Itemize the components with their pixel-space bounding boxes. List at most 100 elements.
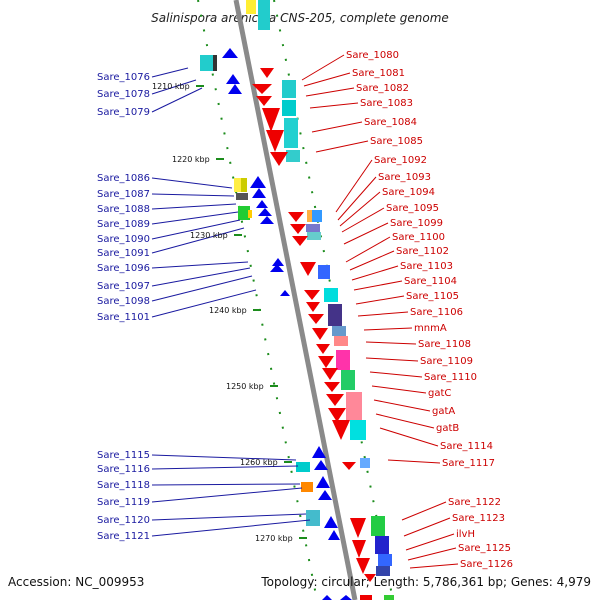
label-leader-line: [303, 72, 351, 87]
right-gene-label: Sare_1125: [458, 543, 511, 554]
label-leader-line: [373, 399, 431, 412]
kbp-tick-label: 1270 kbp: [255, 534, 293, 543]
right-gene-label: Sare_1084: [364, 117, 417, 128]
left-gene-label: Sare_1098: [97, 296, 150, 307]
label-leader-line: [315, 140, 369, 153]
kbp-tick-label: 1220 kbp: [172, 155, 210, 164]
left-gene-label: Sare_1087: [97, 189, 150, 200]
gene-arrow: [258, 208, 272, 216]
gene-box: [306, 510, 320, 526]
label-leader-line: [311, 121, 363, 133]
label-leader-line: [151, 267, 251, 287]
gene-arrow: [266, 130, 284, 152]
gene-arrow: [256, 200, 268, 208]
gene-arrow: [312, 446, 326, 458]
gene-arrow: [318, 356, 334, 368]
gene-arrow: [316, 476, 330, 488]
gene-arrow: [250, 176, 266, 188]
gene-box: [307, 210, 315, 222]
label-leader-line: [301, 54, 345, 81]
label-leader-line: [309, 102, 359, 109]
label-leader-line: [151, 193, 235, 197]
gene-arrow: [260, 216, 274, 224]
label-leader-line: [151, 454, 297, 461]
left-gene-label: Sare_1101: [97, 312, 150, 323]
gene-box: [332, 326, 346, 336]
gene-box: [334, 336, 348, 346]
gene-arrow: [292, 236, 308, 246]
gene-box: [200, 55, 214, 71]
right-gene-label: Sare_1094: [382, 187, 435, 198]
left-gene-label: Sare_1086: [97, 173, 150, 184]
left-gene-label: Sare_1121: [97, 531, 150, 542]
right-gene-label: Sare_1092: [374, 155, 427, 166]
right-gene-label: Sare_1093: [378, 172, 431, 183]
gene-box: [350, 420, 366, 440]
label-leader-line: [357, 311, 409, 317]
left-gene-label: Sare_1118: [97, 480, 150, 491]
left-gene-label: Sare_1090: [97, 234, 150, 245]
gene-arrow: [328, 408, 346, 422]
gene-box: [248, 210, 252, 218]
label-leader-line: [151, 513, 307, 521]
kbp-tick-label: 1240 kbp: [209, 306, 247, 315]
right-gene-label: Sare_1117: [442, 458, 495, 469]
gene-box: [286, 150, 300, 162]
gene-box: [360, 458, 370, 468]
right-gene-label: Sare_1080: [346, 50, 399, 61]
gene-box: [234, 178, 242, 192]
gene-arrow: [356, 558, 370, 574]
left-gene-label: Sare_1088: [97, 204, 150, 215]
right-gene-label: Sare_1082: [356, 83, 409, 94]
gene-arrow: [262, 108, 280, 132]
right-gene-label: Sare_1083: [360, 98, 413, 109]
right-gene-label: Sare_1099: [390, 218, 443, 229]
genome-title: Salinispora arenicola CNS-205, complete …: [151, 11, 449, 25]
label-leader-line: [151, 289, 257, 318]
gene-arrow: [228, 84, 242, 94]
label-leader-line: [151, 219, 241, 240]
gene-arrow: [226, 74, 240, 84]
right-gene-label: Sare_1109: [420, 356, 473, 367]
accession-text: Accession: NC_009953: [8, 575, 144, 589]
right-gene-label: Sare_1123: [452, 513, 505, 524]
label-leader-line: [151, 519, 311, 537]
left-gene-label: Sare_1096: [97, 263, 150, 274]
gene-arrow: [300, 262, 316, 276]
gene-box: [246, 0, 256, 14]
right-gene-label: mnmA: [414, 323, 447, 334]
gene-arrow: [342, 462, 356, 470]
right-gene-label: Sare_1095: [386, 203, 439, 214]
gene-arrow: [324, 516, 338, 528]
gene-box: [236, 193, 248, 200]
gene-arrow: [326, 394, 344, 406]
genome-axis: [233, 0, 358, 600]
label-leader-line: [369, 371, 423, 378]
gene-arrow: [312, 328, 328, 340]
gene-arrow: [270, 264, 284, 272]
gene-arrow: [290, 224, 306, 234]
gene-arrow: [252, 84, 272, 94]
kbp-tick-label: 1230 kbp: [190, 231, 228, 240]
gene-box: [336, 350, 350, 370]
kbp-tick-label: 1250 kbp: [226, 382, 264, 391]
label-leader-line: [371, 385, 427, 394]
label-leader-line: [341, 207, 385, 233]
gene-arrow: [322, 595, 332, 600]
label-leader-line: [401, 501, 447, 521]
kbp-tick-label: 1210 kbp: [152, 82, 190, 91]
right-gene-label: Sare_1114: [440, 441, 493, 452]
right-gene-label: gatA: [432, 406, 455, 417]
right-gene-label: Sare_1126: [460, 559, 513, 570]
right-gene-label: Sare_1103: [400, 261, 453, 272]
label-leader-line: [151, 227, 245, 254]
gene-box: [376, 566, 390, 576]
left-gene-label: Sare_1115: [97, 450, 150, 461]
right-gene-label: Sare_1110: [424, 372, 477, 383]
right-gene-label: Sare_1122: [448, 497, 501, 508]
label-leader-line: [343, 222, 389, 245]
label-leader-line: [339, 191, 381, 227]
gene-box: [360, 595, 372, 600]
left-gene-label: Sare_1091: [97, 248, 150, 259]
label-leader-line: [151, 465, 299, 470]
